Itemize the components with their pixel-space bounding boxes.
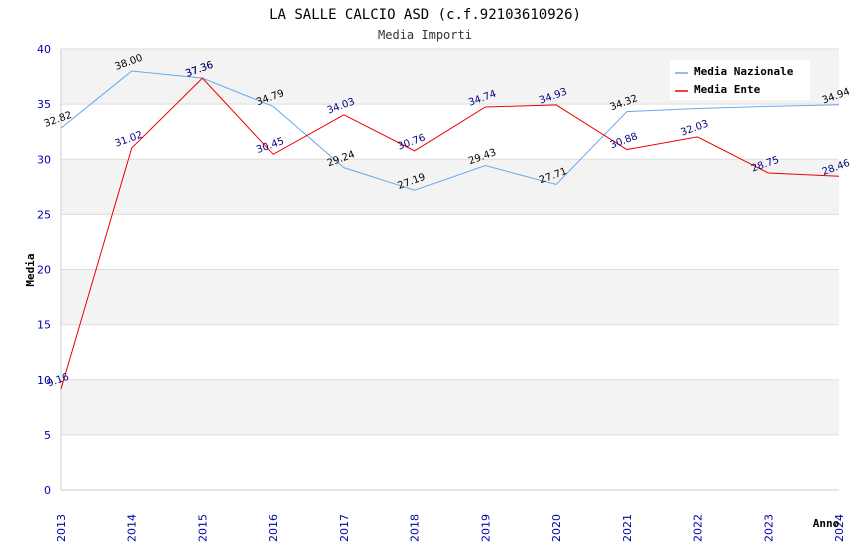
y-tick-label: 25 (37, 208, 51, 221)
y-axis-ticks: 0 5 10 15 20 25 30 35 40 (37, 43, 51, 497)
x-tick-label: 2022 (692, 514, 705, 542)
plot-band (61, 379, 839, 435)
plot-band (61, 104, 839, 160)
x-tick-label: 2015 (196, 514, 209, 542)
x-tick-label: 2023 (762, 514, 775, 542)
x-tick-label: 2020 (550, 514, 563, 542)
y-tick-label: 35 (37, 98, 51, 111)
chart-title: LA SALLE CALCIO ASD (c.f.92103610926) (269, 7, 581, 23)
x-axis-ticks: 2013 2014 2015 2016 2017 2018 2019 2020 2021 2022… (55, 514, 846, 542)
plot-band (61, 434, 839, 490)
plot-band (61, 269, 839, 325)
y-tick-label: 15 (37, 319, 51, 332)
chart-subtitle: Media Importi (378, 28, 472, 42)
x-tick-label: 2019 (479, 514, 492, 542)
y-tick-label: 30 (37, 153, 51, 166)
x-tick-label: 2021 (621, 514, 634, 542)
y-axis-label: Media (24, 253, 37, 286)
series-lines (60, 70, 840, 390)
legend-box (670, 60, 810, 100)
series-line-ente (60, 77, 840, 390)
axes (60, 49, 839, 491)
y-tick-label: 5 (44, 429, 51, 442)
y-tick-label: 20 (37, 264, 51, 277)
x-tick-label: 2018 (409, 514, 422, 542)
plot-band (61, 324, 839, 380)
x-tick-label: 2014 (126, 514, 139, 542)
x-tick-label: 2017 (338, 514, 351, 542)
plot-background-bands (61, 49, 839, 490)
legend-label-nazionale: Media Nazionale (694, 65, 794, 78)
x-tick-label: 2013 (55, 514, 68, 542)
x-axis-label: Anno (813, 517, 840, 530)
y-tick-label: 0 (44, 484, 51, 497)
plot-band (61, 214, 839, 270)
plot-band (61, 159, 839, 215)
y-tick-label: 10 (37, 374, 51, 387)
x-tick-label: 2016 (267, 514, 280, 542)
y-tick-label: 40 (37, 43, 51, 56)
series-line-nazionale (60, 70, 840, 191)
x-tick-label: 2024 (833, 514, 846, 542)
legend: Media Nazionale Media Ente (670, 60, 810, 100)
legend-label-ente: Media Ente (694, 83, 761, 96)
